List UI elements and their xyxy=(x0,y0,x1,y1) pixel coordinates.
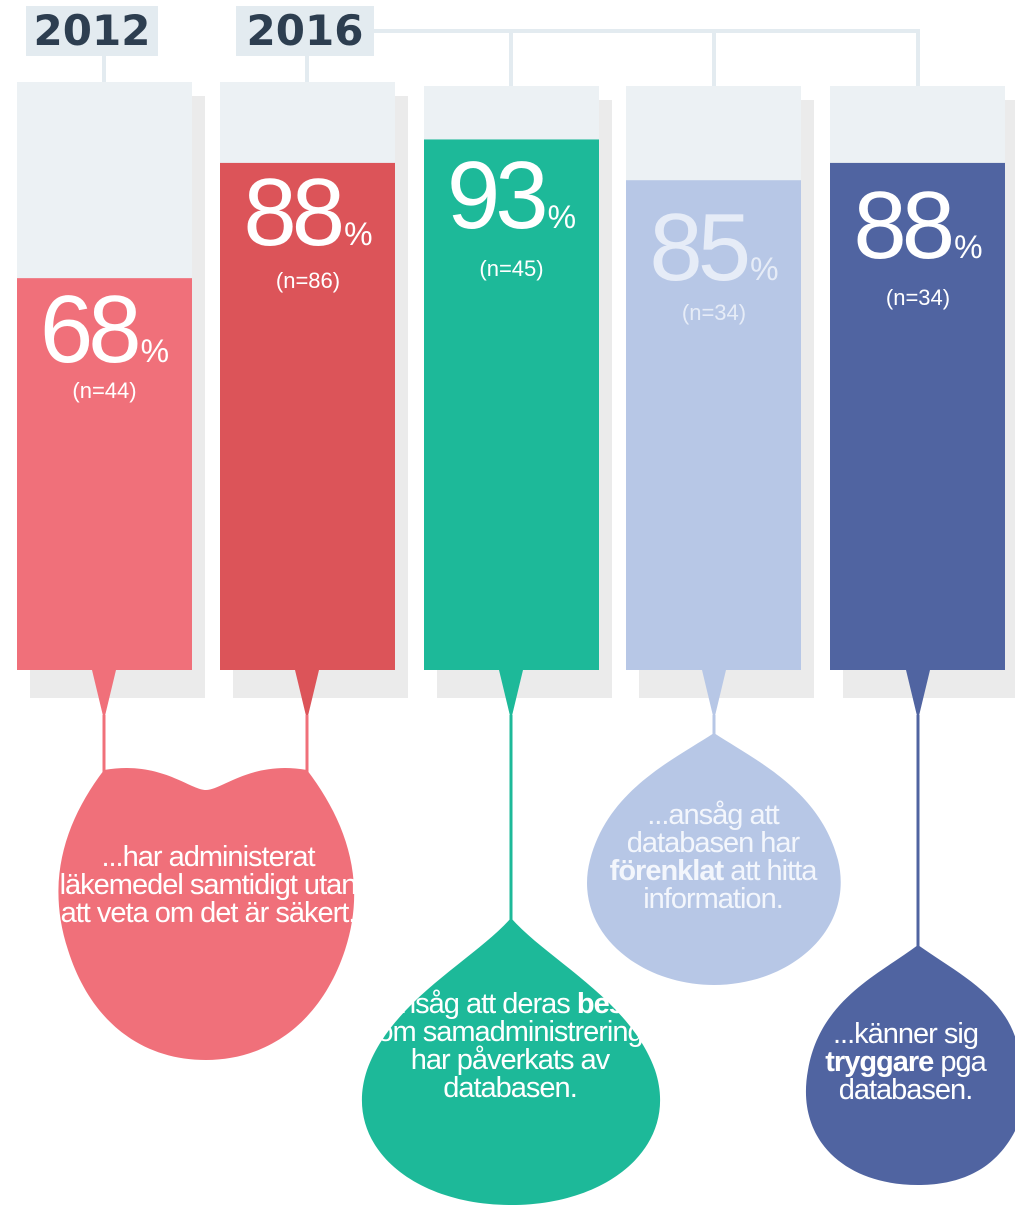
bar-value-label: 68% xyxy=(17,282,192,378)
bar-n-label: (n=34) xyxy=(626,300,802,326)
bar-value-label: 88% xyxy=(220,165,396,261)
bar-n-label: (n=34) xyxy=(830,285,1006,311)
caption-coadministration: ...har administerat läkemedel samtidigt … xyxy=(58,843,358,927)
year-label-2016: 2016 xyxy=(236,6,374,56)
bar-value-label: 93% xyxy=(424,148,599,244)
bar-value-label: 88% xyxy=(830,178,1006,274)
bar-n-label: (n=86) xyxy=(220,268,396,294)
caption-decision: ...ansåg att deras beslut om samadminist… xyxy=(360,990,660,1102)
caption-simplified: ...ansåg att databasen har förenklat att… xyxy=(582,801,844,913)
bar-n-label: (n=45) xyxy=(424,256,599,282)
bar-value-label: 85% xyxy=(626,200,802,296)
connector-line xyxy=(104,31,918,88)
bar-n-label: (n=44) xyxy=(17,378,192,404)
year-label-2012: 2012 xyxy=(26,6,158,56)
caption-safer: ...känner sig tryggare pga databasen. xyxy=(796,1020,1015,1104)
